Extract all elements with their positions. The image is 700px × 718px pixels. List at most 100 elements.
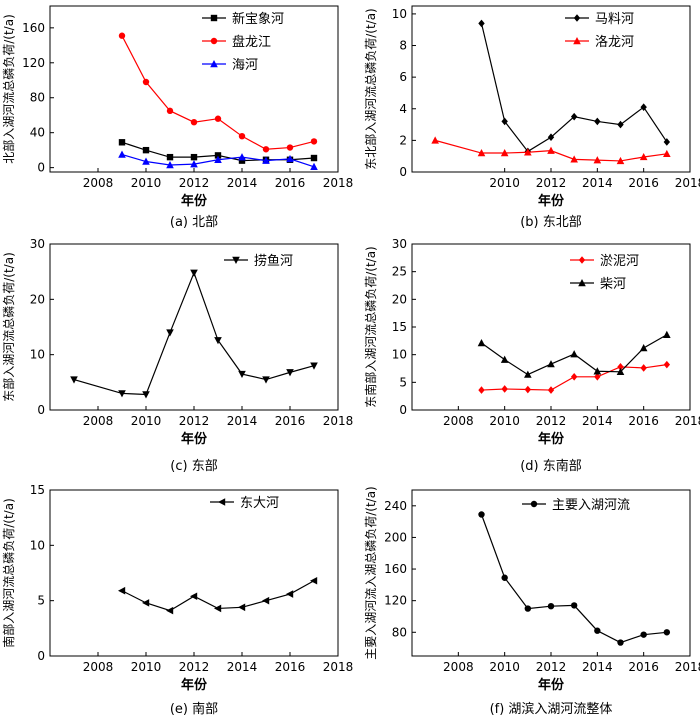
panel-caption: (b) 东北部	[520, 215, 582, 230]
data-point	[570, 373, 578, 381]
panel-e: 2008 2010 2012 2014 2016 2018 0 5 10 15 年份 南部入湖河流总磷…	[1, 483, 353, 717]
x-tick-label: 2016	[275, 660, 306, 674]
data-point	[238, 153, 246, 161]
y-tick-label: 120	[384, 594, 407, 608]
data-point	[214, 152, 222, 159]
data-point	[524, 605, 532, 612]
data-point	[663, 360, 671, 369]
y-tick-label: 0	[37, 161, 45, 175]
data-point	[478, 19, 485, 28]
plot-frame	[49, 5, 339, 173]
data-point	[262, 596, 270, 605]
y-tick-label: 10	[392, 7, 407, 21]
y-axis-label: 主要入湖河流入湖总磷负荷/(t/a)	[363, 486, 378, 660]
x-tick-label: 2008	[443, 414, 474, 428]
data-point	[593, 156, 602, 164]
data-point	[501, 385, 508, 393]
x-axis-label: 年份	[538, 431, 565, 447]
plot-frame	[411, 243, 691, 411]
legend-label: 盘龙江	[232, 34, 271, 50]
data-point	[238, 603, 246, 612]
data-point	[166, 153, 174, 161]
series-d-0	[478, 360, 671, 394]
y-axis-label: 东南部入湖河流总磷负荷/(t/a)	[363, 246, 378, 408]
data-point	[310, 162, 318, 170]
series-a-2	[118, 150, 318, 170]
y-tick-label: 15	[30, 483, 45, 497]
data-point	[500, 355, 509, 363]
data-point	[142, 391, 150, 399]
x-tick-label: 2016	[628, 176, 659, 190]
data-point	[214, 337, 222, 345]
data-point	[663, 149, 671, 158]
y-axis-label: 东部入湖河流总磷负荷/(t/a)	[1, 252, 16, 402]
data-point	[238, 132, 246, 140]
x-tick-label: 2014	[582, 176, 613, 190]
y-tick-label: 4	[399, 102, 407, 116]
x-axis-label: 年份	[181, 677, 208, 693]
legend-marker	[210, 60, 218, 68]
data-point	[663, 629, 671, 636]
x-tick-label: 2012	[536, 414, 567, 428]
panel-caption: (c) 东部	[170, 459, 217, 474]
data-point	[617, 120, 624, 129]
y-tick-label: 15	[392, 320, 407, 334]
plot-frame	[411, 489, 691, 657]
data-point	[118, 586, 126, 595]
series-b-1	[431, 136, 671, 165]
data-point	[166, 161, 174, 169]
x-tick-label: 2016	[628, 414, 659, 428]
x-axis-label: 年份	[181, 431, 208, 447]
data-point	[570, 112, 578, 121]
data-point	[190, 119, 198, 126]
y-tick-label: 80	[392, 625, 407, 639]
data-point	[594, 373, 601, 381]
y-tick-label: 40	[30, 126, 45, 140]
data-point	[190, 269, 198, 277]
data-point	[547, 360, 555, 368]
data-point	[166, 107, 174, 115]
legend-label: 东大河	[240, 496, 279, 511]
data-point	[617, 639, 624, 646]
series-c-0	[70, 269, 318, 399]
data-point	[310, 154, 318, 162]
series-a-1	[118, 32, 318, 153]
x-tick-label: 2010	[131, 660, 162, 674]
x-tick-label: 2014	[227, 176, 258, 190]
legend-marker	[232, 256, 240, 264]
series-line	[435, 139, 667, 162]
y-tick-label: 2	[399, 133, 407, 147]
legend-label: 主要入湖河流	[552, 498, 630, 513]
legend-label: 洛龙河	[595, 35, 634, 50]
x-tick-label: 2010	[131, 414, 162, 428]
series-f-0	[478, 511, 671, 646]
data-point	[477, 149, 486, 157]
panel-caption: (f) 湖滨入湖河流整体	[490, 701, 613, 717]
legend-label: 海河	[232, 58, 258, 73]
y-tick-label: 10	[30, 348, 45, 362]
x-tick-label: 2012	[536, 176, 567, 190]
panel-d: 2008 2010 2012 2014 2016 2018 0 5 10 15 20 25 30 年份 东南…	[363, 237, 700, 474]
y-axis-label: 东北部入湖河流总磷负荷/(t/a)	[363, 8, 378, 170]
x-tick-label: 2008	[83, 176, 114, 190]
x-tick-label: 2012	[179, 176, 210, 190]
series-line	[73, 271, 315, 396]
data-point	[663, 330, 671, 338]
y-tick-label: 10	[392, 348, 407, 362]
panel-caption: (a) 北部	[170, 215, 218, 230]
legend-marker	[573, 37, 581, 45]
legend-marker	[573, 14, 581, 22]
data-point	[190, 153, 198, 161]
data-point	[214, 604, 222, 613]
y-tick-label: 120	[22, 56, 45, 70]
legend-label: 淤泥河	[600, 254, 639, 269]
data-point	[214, 155, 222, 163]
legend-label: 新宝象河	[232, 11, 284, 27]
series-line	[480, 514, 667, 644]
panel-b: 2010 2012 2014 2016 2018 0 2 4 6 8 10 年份 东北部入湖河流总磷负荷…	[363, 5, 700, 230]
legend-label: 马料河	[595, 12, 634, 27]
x-tick-label: 2018	[323, 660, 354, 674]
x-tick-label: 2018	[675, 660, 700, 674]
x-tick-label: 2010	[489, 660, 520, 674]
